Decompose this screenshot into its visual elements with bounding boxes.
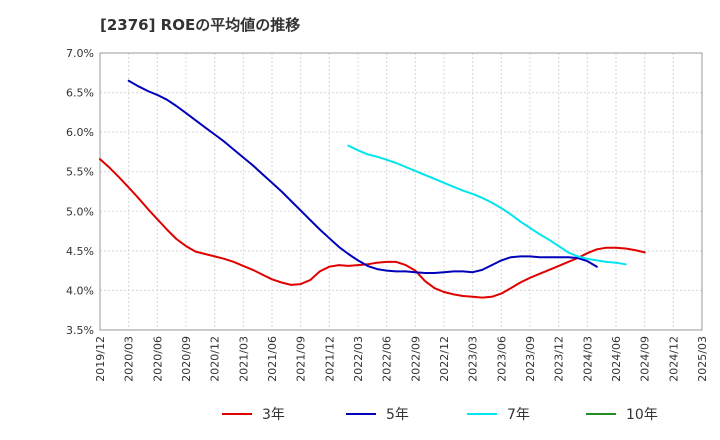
x-tick-label: 2021/06 bbox=[266, 336, 279, 382]
x-tick-label: 2024/12 bbox=[667, 336, 680, 382]
legend-label: 3年 bbox=[262, 407, 285, 423]
x-tick-label: 2020/06 bbox=[151, 336, 164, 382]
plot-frame bbox=[99, 52, 703, 331]
x-tick-label: 2022/06 bbox=[381, 336, 394, 382]
x-tick-label: 2020/09 bbox=[180, 336, 193, 382]
y-tick-label: 5.5% bbox=[66, 166, 94, 179]
legend: 3年 5年 7年 10年 bbox=[222, 407, 658, 423]
plot-border bbox=[99, 52, 703, 331]
y-tick-label: 7.0% bbox=[66, 47, 94, 60]
y-tick-label: 3.5% bbox=[66, 324, 94, 337]
y-tick-label: 5.0% bbox=[66, 205, 94, 218]
x-axis-ticks: 2019/12 2020/03 2020/06 2020/09 2020/12 2021/… bbox=[94, 336, 709, 382]
x-tick-label: 2021/09 bbox=[295, 336, 308, 382]
grid-lines bbox=[99, 52, 703, 331]
series-line-3年 bbox=[99, 158, 646, 299]
x-tick-label: 2021/12 bbox=[323, 336, 336, 382]
x-tick-label: 2022/03 bbox=[352, 336, 365, 382]
y-tick-label: 4.0% bbox=[66, 284, 94, 297]
series-line-7年 bbox=[347, 144, 627, 266]
series-line-5年 bbox=[127, 79, 598, 274]
legend-label: 7年 bbox=[507, 407, 530, 423]
x-tick-label: 2023/03 bbox=[467, 336, 480, 382]
x-tick-label: 2022/12 bbox=[438, 336, 451, 382]
x-tick-label: 2024/06 bbox=[610, 336, 623, 382]
y-tick-label: 6.5% bbox=[66, 87, 94, 100]
x-tick-label: 2019/12 bbox=[94, 336, 107, 382]
x-tick-label: 2024/03 bbox=[581, 336, 594, 382]
legend-label: 5年 bbox=[386, 407, 409, 423]
chart-title: [2376] ROEの平均値の推移 bbox=[100, 16, 301, 34]
y-tick-label: 4.5% bbox=[66, 245, 94, 258]
x-tick-label: 2024/09 bbox=[639, 336, 652, 382]
x-tick-label: 2023/09 bbox=[524, 336, 537, 382]
series-lines bbox=[99, 79, 646, 299]
x-tick-label: 2020/12 bbox=[209, 336, 222, 382]
x-tick-label: 2022/09 bbox=[409, 336, 422, 382]
x-tick-label: 2023/12 bbox=[553, 336, 566, 382]
y-tick-label: 6.0% bbox=[66, 126, 94, 139]
x-tick-label: 2025/03 bbox=[696, 336, 709, 382]
legend-label: 10年 bbox=[626, 407, 658, 423]
x-tick-label: 2020/03 bbox=[123, 336, 136, 382]
x-tick-label: 2021/03 bbox=[237, 336, 250, 382]
x-tick-label: 2023/06 bbox=[495, 336, 508, 382]
y-axis-ticks: 7.0% 6.5% 6.0% 5.5% 5.0% 4.5% 4.0% 3.5% bbox=[66, 47, 94, 337]
